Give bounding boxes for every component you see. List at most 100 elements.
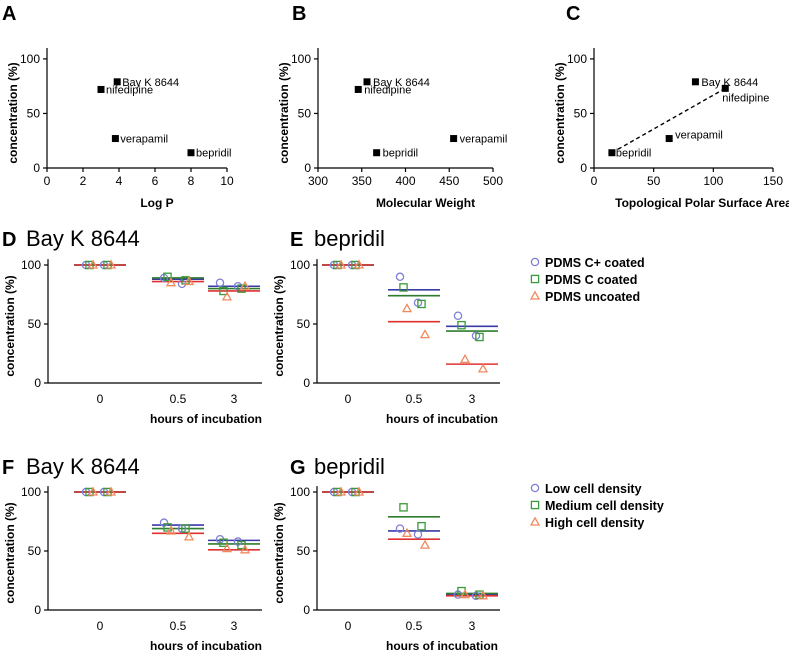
point-label-B: Bay K 8644 xyxy=(373,77,430,89)
legend-label: Low cell density xyxy=(545,482,642,496)
point-G xyxy=(399,503,408,512)
y-axis-label-C: concentration (%) xyxy=(553,62,567,163)
y-axis-label-E: concentration (%) xyxy=(272,275,286,376)
y-tick-label-G: 0 xyxy=(303,603,310,617)
point-C xyxy=(608,149,616,157)
panel-label-E: E xyxy=(290,229,303,251)
point-G xyxy=(413,530,423,539)
point-E xyxy=(457,320,466,330)
y-tick-label-F: 0 xyxy=(34,603,41,617)
x-axis-label-A: Log P xyxy=(140,196,173,210)
y-tick-label-B: 0 xyxy=(304,161,311,175)
panel-title-E: bepridil xyxy=(314,226,385,251)
point-A xyxy=(111,135,119,143)
legend-marker xyxy=(530,483,540,493)
x-axis-label-F: hours of incubation xyxy=(150,639,262,652)
x-tick-label-B: 300 xyxy=(308,174,328,188)
legend-marker xyxy=(530,274,540,284)
point-label-A: verapamil xyxy=(120,134,168,146)
point-C xyxy=(721,84,729,92)
x-tick-label-B: 350 xyxy=(352,174,372,188)
point-E xyxy=(419,329,431,339)
x-tick-label-C: 100 xyxy=(703,174,723,188)
y-tick-label-D: 50 xyxy=(28,317,42,331)
point-label-B: verapamil xyxy=(460,134,508,146)
y-tick-label-C: 100 xyxy=(567,52,587,66)
x-tick-label-D: 3 xyxy=(231,392,238,406)
point-label-C: bepridil xyxy=(616,148,651,160)
legend-marker xyxy=(530,257,540,267)
point-A xyxy=(113,78,121,86)
point-G xyxy=(335,486,347,496)
y-axis-label-G: concentration (%) xyxy=(272,502,286,603)
point-G xyxy=(353,486,365,496)
point-E xyxy=(475,332,484,342)
y-axis-label-A: concentration (%) xyxy=(6,62,20,163)
x-axis-label-B: Molecular Weight xyxy=(376,196,475,210)
panel-label-B: B xyxy=(292,3,306,25)
point-D xyxy=(163,272,172,282)
x-tick-label-E: 3 xyxy=(469,392,476,406)
point-label-A: Bay K 8644 xyxy=(122,77,179,89)
panel-label-G: G xyxy=(290,457,306,479)
x-axis-label-D: hours of incubation xyxy=(150,412,262,426)
point-label-C: nifedipine xyxy=(722,92,769,104)
point-G xyxy=(477,590,489,600)
x-tick-label-A: 6 xyxy=(152,174,159,188)
panel-label-A: A xyxy=(2,3,16,25)
y-tick-label-C: 50 xyxy=(574,106,588,120)
y-tick-label-G: 50 xyxy=(297,544,311,558)
point-E xyxy=(399,283,408,292)
panel-title-F: Bay K 8644 xyxy=(26,454,140,479)
point-D xyxy=(87,259,99,269)
point-F xyxy=(219,538,228,547)
point-D xyxy=(165,277,177,287)
y-tick-label-A: 0 xyxy=(33,161,40,175)
legend-marker xyxy=(530,500,540,510)
x-tick-label-A: 2 xyxy=(80,174,87,188)
point-G xyxy=(395,524,405,533)
legend-label: PDMS uncoated xyxy=(545,290,640,304)
point-E xyxy=(417,299,426,309)
point-E xyxy=(453,311,463,320)
y-axis-label-D: concentration (%) xyxy=(3,275,17,376)
panel-label-F: F xyxy=(2,457,14,479)
point-label-A: bepridil xyxy=(196,148,231,160)
x-axis-label-G: hours of incubation xyxy=(386,639,498,652)
x-tick-label-G: 0 xyxy=(345,619,352,633)
point-C xyxy=(691,78,699,86)
point-D xyxy=(239,280,251,290)
panel-title-G: bepridil xyxy=(314,454,385,479)
legend-marker xyxy=(529,290,541,300)
point-label-C: verapamil xyxy=(675,130,723,142)
x-tick-label-B: 500 xyxy=(483,174,503,188)
x-tick-label-A: 0 xyxy=(44,174,51,188)
legend-label: PDMS C+ coated xyxy=(545,256,645,270)
x-tick-label-F: 3 xyxy=(231,619,238,633)
legend-label: High cell density xyxy=(545,516,644,530)
y-tick-label-A: 100 xyxy=(20,52,40,66)
point-F xyxy=(183,531,195,541)
point-E xyxy=(353,259,365,269)
y-tick-label-B: 100 xyxy=(291,52,311,66)
point-G xyxy=(401,527,413,537)
x-tick-label-C: 0 xyxy=(591,174,598,188)
point-D xyxy=(215,278,225,287)
y-tick-label-D: 100 xyxy=(21,258,41,272)
point-A xyxy=(187,149,195,157)
point-E xyxy=(401,303,413,313)
point-F xyxy=(221,543,233,553)
point-G xyxy=(417,521,426,531)
panel-label-C: C xyxy=(566,3,580,25)
point-D xyxy=(221,291,233,301)
point-F xyxy=(181,524,190,533)
y-tick-label-A: 50 xyxy=(27,106,41,120)
x-tick-label-B: 450 xyxy=(439,174,459,188)
y-tick-label-E: 0 xyxy=(303,376,310,390)
y-tick-label-C: 0 xyxy=(580,161,587,175)
y-tick-label-E: 50 xyxy=(297,317,311,331)
x-tick-label-G: 0.5 xyxy=(406,619,423,633)
point-B xyxy=(354,85,362,93)
x-tick-label-D: 0 xyxy=(97,392,104,406)
legend-label: PDMS C coated xyxy=(545,273,637,287)
